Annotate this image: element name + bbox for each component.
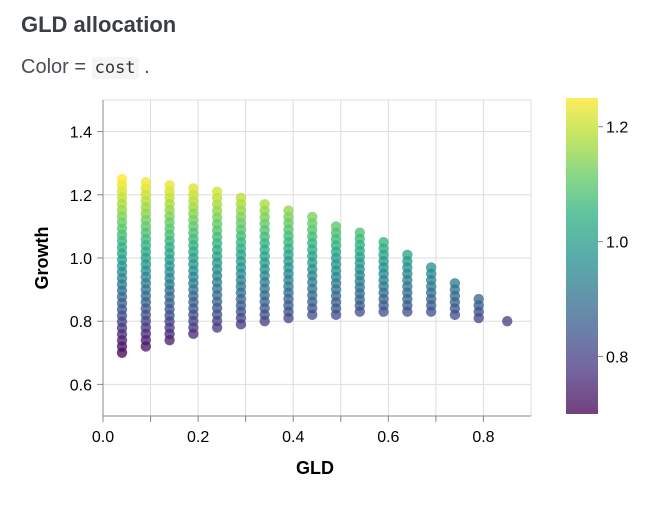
data-point [116,173,128,185]
data-point [473,293,484,305]
y-axis-title: Growth [32,227,52,290]
y-tick-label: 1.0 [70,251,92,268]
colorbar [566,98,598,414]
x-tick-label: 0.4 [282,429,304,446]
data-point [378,237,389,248]
data-point [283,205,294,216]
data-point [307,211,318,223]
x-tick-label: 0.0 [92,429,114,446]
y-tick-label: 0.6 [70,377,92,394]
x-tick-label: 0.2 [187,429,209,446]
colorbar-tick-label: 0.8 [606,350,628,367]
chart-subtitle: Color = cost . [21,56,150,79]
data-point [140,176,151,188]
subtitle-field: cost [91,57,139,79]
data-point [502,316,513,327]
data-point [235,192,247,204]
color-legend: 0.8 1.0 1.2 [566,98,628,414]
data-point [402,249,413,261]
x-axis-title: GLD [296,458,334,478]
scatter-points [116,173,513,358]
y-tick-label: 1.2 [70,188,92,205]
y-tick-label: 1.4 [70,125,92,142]
subtitle-prefix: Color = [21,56,92,78]
colorbar-tick-label: 1.0 [606,235,628,252]
axes: 0.0 0.2 0.4 0.6 0.8 0.6 0.8 1.0 1.2 1.4 GLD Growth [32,100,531,478]
data-point [188,183,199,194]
data-point [449,278,461,289]
data-point [259,199,270,210]
x-tick-label: 0.6 [377,429,399,446]
data-point [425,262,437,273]
data-point [354,227,365,238]
subtitle-suffix: . [138,56,150,78]
y-tick-label: 0.8 [70,314,92,331]
data-point [164,180,175,191]
x-tick-label: 0.8 [472,429,494,446]
chart-title: GLD allocation [21,12,177,37]
colorbar-tick-label: 1.2 [606,120,628,137]
data-point [211,186,223,197]
data-point [330,221,342,232]
